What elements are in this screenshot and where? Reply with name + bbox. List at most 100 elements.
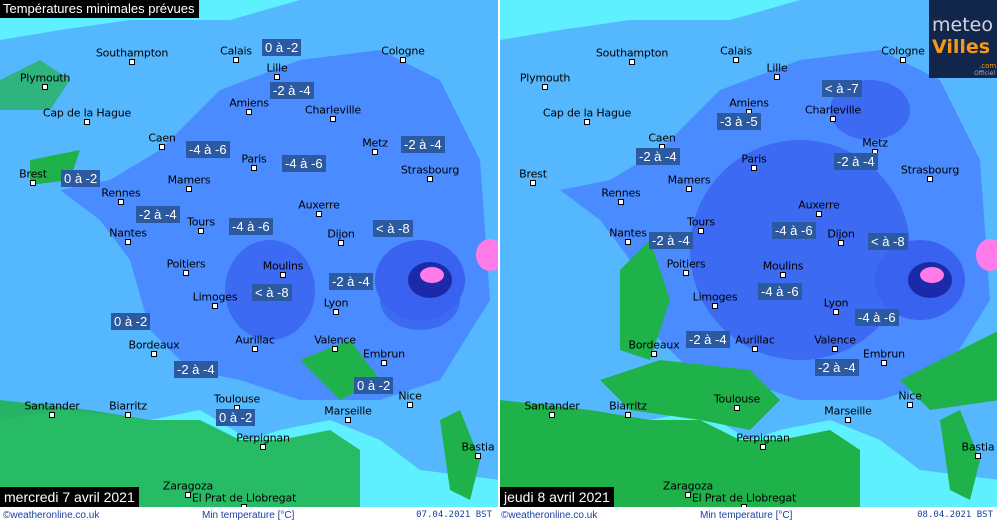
city-marker xyxy=(618,199,624,205)
temperature-range-label: < à -7 xyxy=(822,80,862,97)
city-marker xyxy=(212,303,218,309)
city-label: Auxerre xyxy=(798,198,840,212)
temperature-range-label: < à -8 xyxy=(252,284,292,301)
forecast-date: mercredi 7 avril 2021 xyxy=(0,487,139,507)
footer-day1: ©weatheronline.co.uk Min temperature [°C… xyxy=(0,507,498,524)
city-marker xyxy=(427,176,433,182)
temperature-map xyxy=(0,0,498,507)
city-label: Aurillac xyxy=(735,333,775,347)
city-label: Amiens xyxy=(729,96,769,110)
city-marker xyxy=(816,211,822,217)
city-label: Nice xyxy=(898,389,922,403)
city-label: Tours xyxy=(187,215,215,229)
temperature-range-label: -2 à -4 xyxy=(136,206,180,223)
city-label: Charleville xyxy=(305,103,361,117)
city-marker xyxy=(780,272,786,278)
city-marker xyxy=(125,239,131,245)
city-label: Mamers xyxy=(167,173,211,187)
variable-label: Min temperature [°C] xyxy=(202,510,295,521)
city-label: Paris xyxy=(741,152,767,166)
city-label: Brest xyxy=(19,167,47,181)
city-label: Metz xyxy=(362,136,388,150)
temperature-map xyxy=(500,0,997,507)
city-marker xyxy=(685,492,691,498)
city-marker xyxy=(752,346,758,352)
city-marker xyxy=(251,165,257,171)
source-link[interactable]: ©weatheronline.co.uk xyxy=(501,510,598,521)
city-marker xyxy=(927,176,933,182)
city-label: El Prat de Llobregat xyxy=(191,491,297,505)
city-marker xyxy=(241,504,247,507)
temperature-range-label: < à -8 xyxy=(868,233,908,250)
source-link[interactable]: ©weatheronline.co.uk xyxy=(3,510,100,521)
city-marker xyxy=(332,346,338,352)
city-label: Bordeaux xyxy=(128,338,180,352)
city-label: Plymouth xyxy=(519,71,571,85)
city-marker xyxy=(830,116,836,122)
city-label: Perpignan xyxy=(736,431,790,445)
city-marker xyxy=(741,504,747,507)
city-marker xyxy=(186,186,192,192)
city-label: Strasbourg xyxy=(400,163,460,177)
city-marker xyxy=(683,270,689,276)
city-label: Bastia xyxy=(461,440,495,454)
city-marker xyxy=(151,351,157,357)
city-label: Valence xyxy=(314,333,356,347)
city-label: Limoges xyxy=(692,290,738,304)
city-label: Brest xyxy=(519,167,547,181)
city-label: Plymouth xyxy=(19,71,71,85)
city-label: Rennes xyxy=(601,186,641,200)
city-marker xyxy=(183,270,189,276)
city-label: Nice xyxy=(398,389,422,403)
temperature-range-label: -2 à -4 xyxy=(636,148,680,165)
city-marker xyxy=(774,74,780,80)
city-marker xyxy=(881,360,887,366)
city-marker xyxy=(129,59,135,65)
city-label: Southampton xyxy=(595,46,669,60)
temperature-range-label: -2 à -4 xyxy=(649,232,693,249)
city-marker xyxy=(975,453,981,459)
temperature-range-label: 0 à -2 xyxy=(216,409,256,426)
map-title: Températures minimales prévues xyxy=(0,0,200,18)
city-marker xyxy=(832,346,838,352)
city-marker xyxy=(584,119,590,125)
temperature-range-label: 0 à -2 xyxy=(354,377,394,394)
city-label: Santander xyxy=(524,399,580,413)
city-marker xyxy=(233,57,239,63)
city-marker xyxy=(198,228,204,234)
forecast-date: jeudi 8 avril 2021 xyxy=(500,487,614,507)
city-label: Cap de la Hague xyxy=(42,106,132,120)
city-label: Lyon xyxy=(323,296,349,310)
city-marker xyxy=(260,444,266,450)
city-label: Caen xyxy=(648,131,676,145)
city-label: Toulouse xyxy=(213,392,261,406)
city-marker xyxy=(280,272,286,278)
city-label: Lyon xyxy=(823,296,849,310)
city-marker xyxy=(625,239,631,245)
map-panel-day2: Southampton Calais Lille Cologne Plymouth Ami… xyxy=(500,0,997,507)
city-marker xyxy=(252,346,258,352)
city-marker xyxy=(84,119,90,125)
city-label: Moulins xyxy=(762,259,804,273)
temperature-range-label: -4 à -6 xyxy=(186,141,230,158)
city-marker xyxy=(845,417,851,423)
city-label: Nantes xyxy=(109,226,147,240)
city-label: Zaragoza xyxy=(162,479,214,493)
city-label: Zaragoza xyxy=(662,479,714,493)
city-label: Mamers xyxy=(667,173,711,187)
city-marker xyxy=(475,453,481,459)
city-marker xyxy=(49,412,55,418)
city-marker xyxy=(734,405,740,411)
map-panel-day1: Southampton Calais Lille Cologne Plymouth Ami… xyxy=(0,0,498,507)
city-marker xyxy=(316,211,322,217)
temperature-range-label: < à -8 xyxy=(373,220,413,237)
logo-text-tag: Officiel xyxy=(974,70,995,77)
date-stamp: 08.04.2021 BST xyxy=(917,510,993,520)
city-marker xyxy=(125,412,131,418)
city-marker xyxy=(542,84,548,90)
city-label: Amiens xyxy=(229,96,269,110)
city-label: Embrun xyxy=(863,347,905,361)
city-marker xyxy=(274,74,280,80)
city-label: Dijon xyxy=(327,227,355,241)
panel-divider xyxy=(498,0,500,507)
